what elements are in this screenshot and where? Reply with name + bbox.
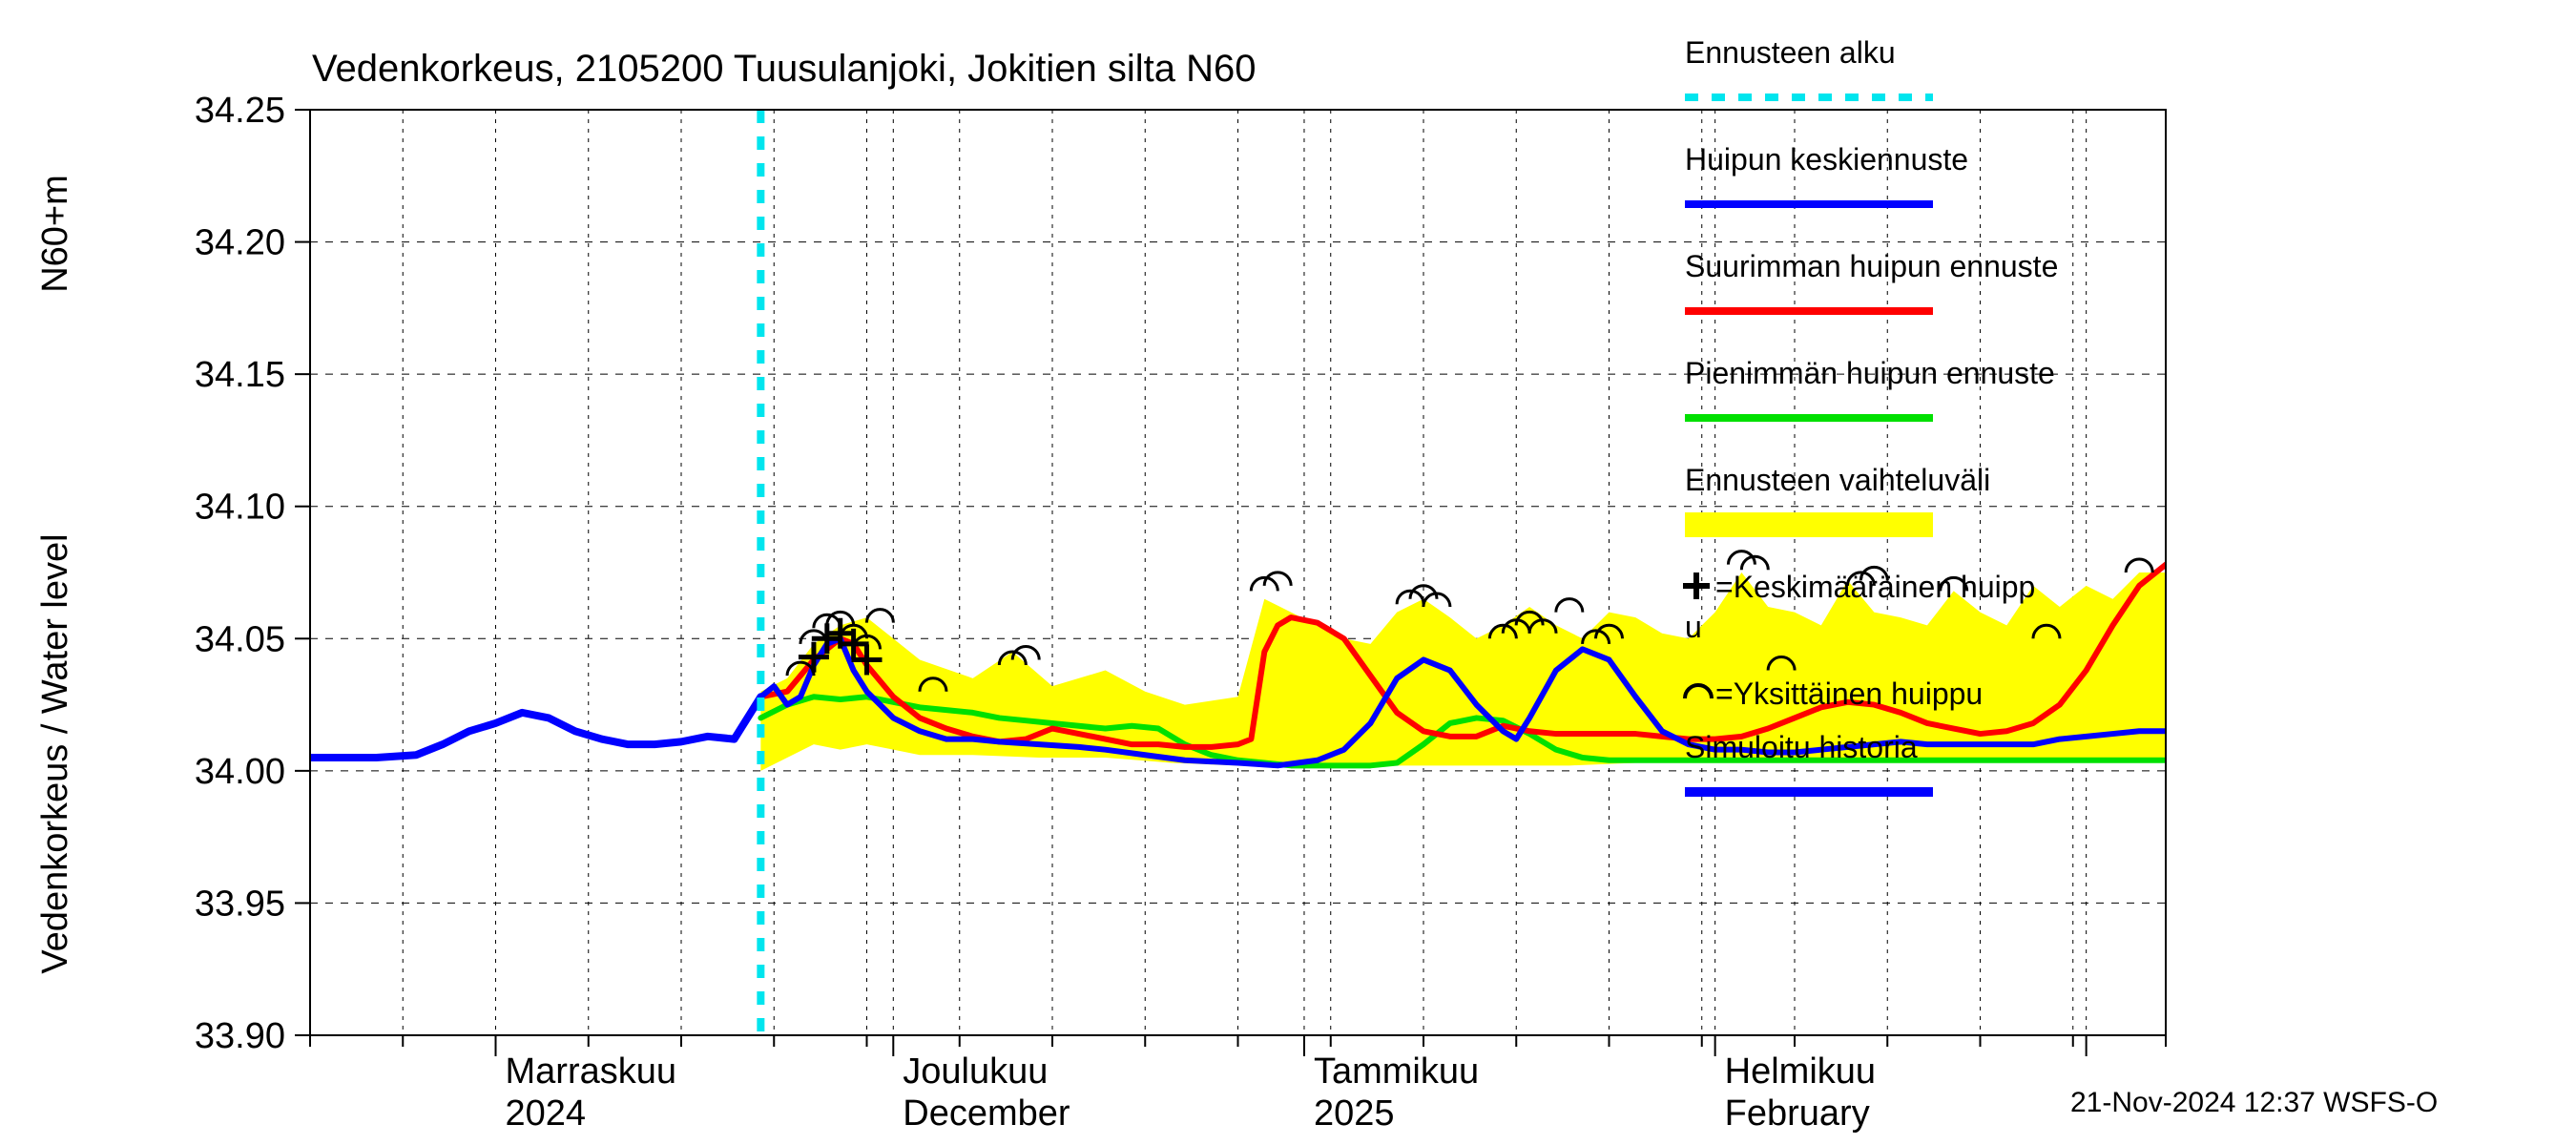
y-axis-label-primary: Vedenkorkeus / Water level bbox=[35, 533, 75, 973]
legend-swatch bbox=[1685, 512, 1933, 537]
y-tick-label: 34.25 bbox=[195, 91, 285, 131]
x-month-label-fi: Tammikuu bbox=[1314, 1051, 1479, 1092]
legend-label: Pienimmän huipun ennuste bbox=[1685, 356, 2055, 390]
y-tick-label: 34.10 bbox=[195, 488, 285, 528]
legend-label-wrap: u bbox=[1685, 610, 1702, 644]
chart-svg: 33.90 33.95 34.00 34.05 34.10 34.15 34.20 34.25… bbox=[0, 0, 2576, 1145]
y-tick-label: 33.90 bbox=[195, 1016, 285, 1056]
legend-label: Simuloitu historia bbox=[1685, 730, 1918, 764]
y-axis-label-secondary: N60+m bbox=[35, 175, 75, 293]
legend-label: Suurimman huipun ennuste bbox=[1685, 249, 2058, 283]
y-tick-label: 34.20 bbox=[195, 223, 285, 263]
x-month-label-en: February bbox=[1725, 1093, 1870, 1134]
y-tick-label: 34.15 bbox=[195, 355, 285, 395]
legend-label: Ennusteen alku bbox=[1685, 35, 1896, 70]
y-tick-label: 34.05 bbox=[195, 619, 285, 659]
x-month-label-fi: Helmikuu bbox=[1725, 1051, 1876, 1092]
legend-label: Ennusteen vaihteluväli bbox=[1685, 463, 1990, 497]
legend-label: Huipun keskiennuste bbox=[1685, 142, 1968, 177]
chart-root: 33.90 33.95 34.00 34.05 34.10 34.15 34.20 34.25… bbox=[0, 0, 2576, 1145]
y-tick-label: 34.00 bbox=[195, 752, 285, 792]
x-month-label-en: December bbox=[903, 1093, 1070, 1134]
x-month-label-fi: Marraskuu bbox=[506, 1051, 677, 1092]
footer-timestamp: 21-Nov-2024 12:37 WSFS-O bbox=[2070, 1087, 2438, 1118]
x-month-label-en: 2024 bbox=[506, 1093, 587, 1134]
legend-label: =Keskimääräinen huipp bbox=[1715, 570, 2035, 604]
legend-label: =Yksittäinen huippu bbox=[1715, 677, 1983, 711]
chart-title: Vedenkorkeus, 2105200 Tuusulanjoki, Joki… bbox=[312, 48, 1257, 90]
x-month-label-en: 2025 bbox=[1314, 1093, 1395, 1134]
chart-bg bbox=[0, 0, 2576, 1145]
x-month-label-fi: Joulukuu bbox=[903, 1051, 1048, 1092]
y-tick-label: 33.95 bbox=[195, 884, 285, 924]
